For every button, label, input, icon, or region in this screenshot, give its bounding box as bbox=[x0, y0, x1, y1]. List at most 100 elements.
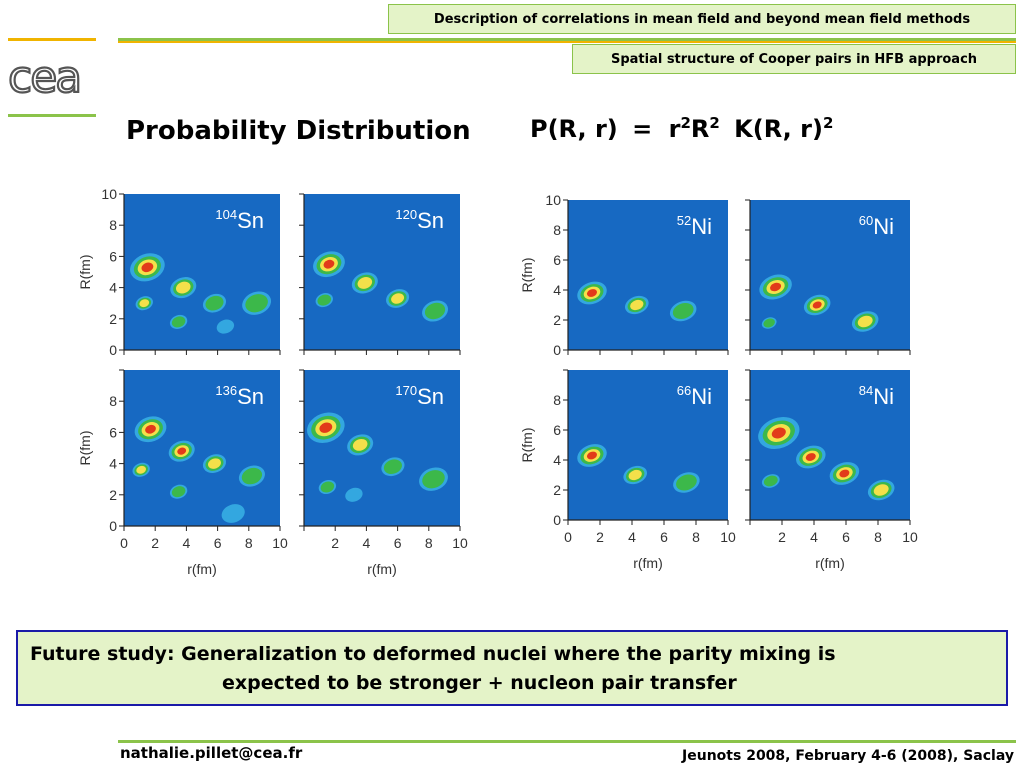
y-tick-label: 6 bbox=[109, 424, 117, 440]
x-tick-label: 10 bbox=[272, 535, 288, 551]
x-tick-label: 6 bbox=[660, 529, 668, 545]
contour-blob bbox=[241, 467, 263, 485]
contour-blob bbox=[424, 302, 446, 320]
logo-bottom-rule bbox=[8, 114, 96, 117]
formula-R: R bbox=[690, 115, 710, 143]
x-tick-label: 8 bbox=[874, 529, 882, 545]
contour-blob bbox=[245, 294, 268, 313]
nucleus-element: Ni bbox=[691, 384, 712, 409]
nucleus-mass: 52 bbox=[677, 213, 691, 228]
x-tick-label: 10 bbox=[452, 535, 468, 551]
contour-blob bbox=[136, 465, 147, 474]
contour-blob bbox=[628, 469, 642, 481]
contour-blob bbox=[805, 453, 816, 461]
formula-eq: = bbox=[632, 115, 653, 143]
nucleus-label: 52Ni bbox=[677, 213, 712, 239]
x-tick-label: 6 bbox=[394, 535, 402, 551]
contour-blob bbox=[345, 487, 363, 502]
x-axis-label: r(fm) bbox=[633, 555, 663, 571]
y-tick-label: 4 bbox=[109, 280, 117, 296]
contour-blob bbox=[327, 262, 331, 266]
nucleus-element: Ni bbox=[691, 214, 712, 239]
contour-blob bbox=[776, 431, 782, 435]
y-tick-label: 8 bbox=[553, 392, 561, 408]
header-subtitle: Spatial structure of Cooper pairs in HFB… bbox=[572, 44, 1016, 74]
panel-136Sn: 136Sn 00 2 2 4 4 6 6 8 8 10 bbox=[109, 369, 288, 551]
footer-rule bbox=[118, 740, 1016, 743]
x-tick-label: 4 bbox=[810, 529, 818, 545]
y-tick-label: 0 bbox=[109, 342, 117, 358]
slide-title: Probability Distribution bbox=[126, 116, 471, 146]
contour-blob bbox=[352, 438, 368, 451]
x-tick-label: 8 bbox=[425, 535, 433, 551]
x-tick-label: 4 bbox=[183, 535, 191, 551]
x-tick-label: 2 bbox=[151, 535, 159, 551]
x-tick-label: 6 bbox=[842, 529, 850, 545]
nucleus-mass: 120 bbox=[395, 207, 417, 222]
y-tick-label: 8 bbox=[553, 222, 561, 238]
y-tick-label: 0 bbox=[553, 342, 561, 358]
contour-blob bbox=[763, 318, 775, 328]
x-tick-label: 4 bbox=[628, 529, 636, 545]
nucleus-label: 120Sn bbox=[395, 207, 444, 233]
x-tick-label: 2 bbox=[778, 529, 786, 545]
y-tick-label: 2 bbox=[553, 482, 561, 498]
contour-blob bbox=[812, 301, 822, 309]
contour-blob bbox=[177, 447, 187, 455]
future-study-note: Future study: Generalization to deformed… bbox=[16, 630, 1008, 706]
footer-conference: Jeunots 2008, February 4-6 (2008), Sacla… bbox=[682, 748, 1014, 764]
header-accent-rule bbox=[118, 41, 1016, 43]
formula: P(R, r) = r2R2 K(R, r)2 bbox=[530, 114, 833, 143]
nucleus-mass: 136 bbox=[215, 383, 237, 398]
nucleus-label: 66Ni bbox=[677, 383, 712, 409]
contour-blob bbox=[175, 281, 191, 294]
contour-blob bbox=[391, 293, 405, 304]
header-rule bbox=[118, 38, 1016, 41]
panel-120Sn: 120Sn bbox=[299, 193, 461, 355]
nucleus-mass: 104 bbox=[215, 207, 237, 222]
contour-blob bbox=[857, 315, 873, 328]
cea-logo: cea bbox=[7, 51, 83, 104]
y-tick-label: 8 bbox=[109, 393, 117, 409]
x-tick-label: 8 bbox=[692, 529, 700, 545]
contour-blob bbox=[873, 484, 889, 496]
footer-email: nathalie.pillet@cea.fr bbox=[120, 744, 303, 762]
nucleus-label: 84Ni bbox=[859, 383, 894, 409]
formula-R-exp: 2 bbox=[709, 114, 720, 132]
x-tick-label: 2 bbox=[331, 535, 339, 551]
nucleus-label: 136Sn bbox=[215, 383, 264, 409]
nucleus-mass: 84 bbox=[859, 383, 873, 398]
formula-r: r bbox=[668, 115, 681, 143]
nucleus-mass: 170 bbox=[395, 383, 417, 398]
panel-84Ni: 84Ni 2 4 6 8 10 bbox=[745, 369, 918, 545]
cea-logo-text: cea bbox=[8, 52, 80, 103]
panel-bg bbox=[568, 200, 728, 350]
y-tick-label: 8 bbox=[109, 217, 117, 233]
x-tick-label: 8 bbox=[245, 535, 253, 551]
nucleus-mass: 60 bbox=[859, 213, 873, 228]
nucleus-element: Ni bbox=[873, 384, 894, 409]
header-title: Description of correlations in mean fiel… bbox=[388, 4, 1016, 34]
contour-blob bbox=[676, 474, 697, 491]
y-tick-label: 2 bbox=[553, 312, 561, 328]
x-tick-label: 10 bbox=[720, 529, 736, 545]
contour-blob bbox=[148, 427, 153, 431]
panel-170Sn: 170Sn 2 4 6 8 10 bbox=[299, 369, 468, 551]
y-tick-label: 10 bbox=[545, 192, 561, 208]
contour-blob bbox=[590, 291, 594, 295]
y-tick-label: 0 bbox=[553, 512, 561, 528]
y-tick-label: 2 bbox=[109, 487, 117, 503]
contour-blob bbox=[839, 469, 850, 478]
nucleus-element: Sn bbox=[237, 384, 264, 409]
x-tick-label: 4 bbox=[363, 535, 371, 551]
x-axis-label: r(fm) bbox=[815, 555, 845, 571]
y-tick-label: 4 bbox=[109, 456, 117, 472]
x-axis-label: r(fm) bbox=[187, 561, 217, 577]
y-tick-label: 2 bbox=[109, 311, 117, 327]
contour-blob bbox=[383, 459, 402, 475]
contour-blob bbox=[145, 265, 150, 270]
x-tick-label: 10 bbox=[902, 529, 918, 545]
